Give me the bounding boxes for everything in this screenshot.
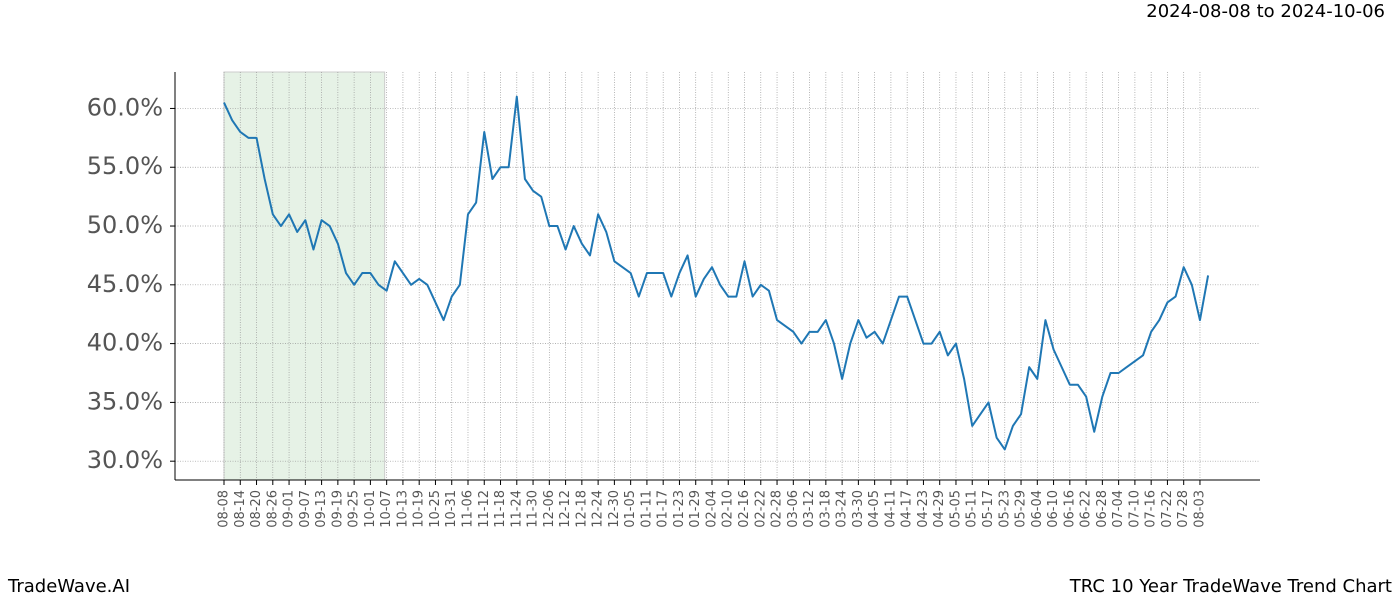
- x-tick-label: 09-19: [330, 490, 345, 528]
- x-tick-label: 11-06: [460, 490, 475, 528]
- x-tick-label: 05-29: [1014, 490, 1029, 528]
- x-tick-label: 02-10: [721, 490, 736, 528]
- x-tick-label: 01-05: [623, 490, 638, 528]
- trend-line: [223, 95, 1210, 451]
- y-tick-label: 60.0%: [87, 93, 163, 121]
- chart-title: 2024-08-08 to 2024-10-06: [1146, 1, 1385, 22]
- y-tick-label: 35.0%: [87, 387, 163, 415]
- x-tick-label: 10-19: [412, 490, 427, 528]
- x-tick-label: 07-04: [1111, 490, 1126, 528]
- x-tick-label: 03-24: [835, 490, 850, 528]
- x-tick-label: 10-25: [428, 490, 443, 528]
- x-tick-label: 03-18: [818, 490, 833, 528]
- x-tick-label: 09-07: [298, 490, 313, 528]
- x-tick-label: 05-23: [997, 490, 1012, 528]
- x-tick-label: 06-28: [1095, 490, 1110, 528]
- x-tick-label: 10-07: [379, 490, 394, 528]
- x-tick-label: 06-16: [1062, 490, 1077, 528]
- x-tick-label: 10-31: [444, 490, 459, 528]
- x-tick-label: 04-23: [916, 490, 931, 528]
- x-tick-label: 08-03: [1192, 490, 1207, 528]
- x-tick-label: 09-01: [282, 490, 297, 528]
- x-tick-label: 04-29: [932, 490, 947, 528]
- x-tick-label: 10-01: [363, 490, 378, 528]
- x-tick-label: 12-06: [542, 490, 557, 528]
- x-tick-label: 12-24: [591, 490, 606, 528]
- x-tick-label: 03-30: [851, 490, 866, 528]
- y-tick-label: 30.0%: [87, 446, 163, 474]
- x-tick-label: 06-22: [1079, 490, 1094, 528]
- x-tick-label: 12-30: [607, 490, 622, 528]
- x-tick-label: 06-04: [1030, 490, 1045, 528]
- x-tick-label: 05-05: [948, 490, 963, 528]
- x-tick-label: 11-18: [493, 490, 508, 528]
- x-tick-label: 07-16: [1144, 490, 1159, 528]
- y-tick-label: 45.0%: [87, 270, 163, 298]
- x-tick-label: 01-29: [688, 490, 703, 528]
- x-tick-label: 05-11: [965, 490, 980, 528]
- x-tick-label: 11-30: [526, 490, 541, 528]
- x-tick-label: 03-12: [802, 490, 817, 528]
- chart-subtitle: TRC 10 Year TradeWave Trend Chart: [1069, 576, 1392, 597]
- y-tick-label: 55.0%: [87, 152, 163, 180]
- x-tick-label: 01-23: [672, 490, 687, 528]
- x-tick-label: 03-06: [786, 490, 801, 528]
- x-tick-label: 02-22: [753, 490, 768, 528]
- x-tick-label: 07-10: [1127, 490, 1142, 528]
- brand: TradeWave.AI: [7, 576, 130, 597]
- y-tick-label: 50.0%: [87, 211, 163, 239]
- x-tick-label: 01-17: [656, 490, 671, 528]
- highlight-window: [223, 71, 386, 481]
- x-tick-label: 04-05: [867, 490, 882, 528]
- x-tick-label: 04-11: [883, 490, 898, 528]
- x-tick-label: 07-22: [1160, 490, 1175, 528]
- x-tick-label: 12-18: [574, 490, 589, 528]
- x-tick-label: 09-25: [347, 490, 362, 528]
- x-tick-label: 12-12: [558, 490, 573, 528]
- x-tick-label: 08-26: [265, 490, 280, 528]
- y-tick-label: 40.0%: [87, 329, 163, 357]
- x-tick-label: 01-11: [639, 490, 654, 528]
- x-tick-label: 11-24: [509, 490, 524, 528]
- x-tick-label: 08-20: [249, 490, 264, 528]
- x-tick-label: 11-12: [477, 490, 492, 528]
- x-tick-label: 02-04: [704, 490, 719, 528]
- x-tick-label: 05-17: [981, 490, 996, 528]
- x-tick-label: 08-08: [217, 490, 232, 528]
- x-tick-label: 04-17: [900, 490, 915, 528]
- x-tick-label: 09-13: [314, 490, 329, 528]
- x-tick-label: 06-10: [1046, 490, 1061, 528]
- x-tick-label: 02-28: [770, 490, 785, 528]
- x-tick-label: 02-16: [737, 490, 752, 528]
- x-tick-label: 07-28: [1176, 490, 1191, 528]
- x-tick-label: 08-14: [233, 490, 248, 528]
- x-tick-label: 10-13: [395, 490, 410, 528]
